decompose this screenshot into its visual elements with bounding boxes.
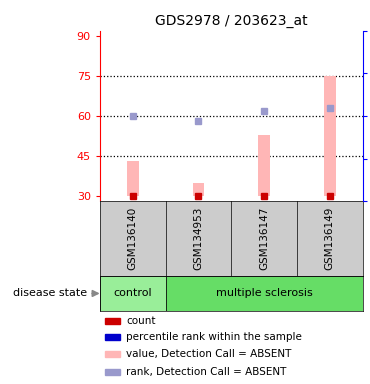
Text: control: control: [114, 288, 152, 298]
Text: value, Detection Call = ABSENT: value, Detection Call = ABSENT: [126, 349, 292, 359]
Text: rank, Detection Call = ABSENT: rank, Detection Call = ABSENT: [126, 367, 286, 377]
Text: GSM136140: GSM136140: [128, 207, 138, 270]
Text: multiple sclerosis: multiple sclerosis: [216, 288, 312, 298]
Text: GSM134953: GSM134953: [194, 207, 204, 270]
Title: GDS2978 / 203623_at: GDS2978 / 203623_at: [155, 14, 307, 28]
Text: percentile rank within the sample: percentile rank within the sample: [126, 332, 302, 342]
Bar: [192, 183, 204, 196]
Text: GSM136149: GSM136149: [325, 207, 335, 270]
Bar: [127, 161, 139, 196]
Text: disease state: disease state: [13, 288, 87, 298]
Bar: [258, 135, 270, 196]
Bar: [105, 318, 120, 324]
Text: GSM136147: GSM136147: [259, 207, 269, 270]
Text: count: count: [126, 316, 156, 326]
Bar: [324, 76, 336, 196]
Bar: [105, 334, 120, 340]
Bar: [105, 369, 120, 375]
FancyBboxPatch shape: [166, 276, 363, 311]
FancyBboxPatch shape: [100, 276, 166, 311]
Bar: [105, 351, 120, 357]
